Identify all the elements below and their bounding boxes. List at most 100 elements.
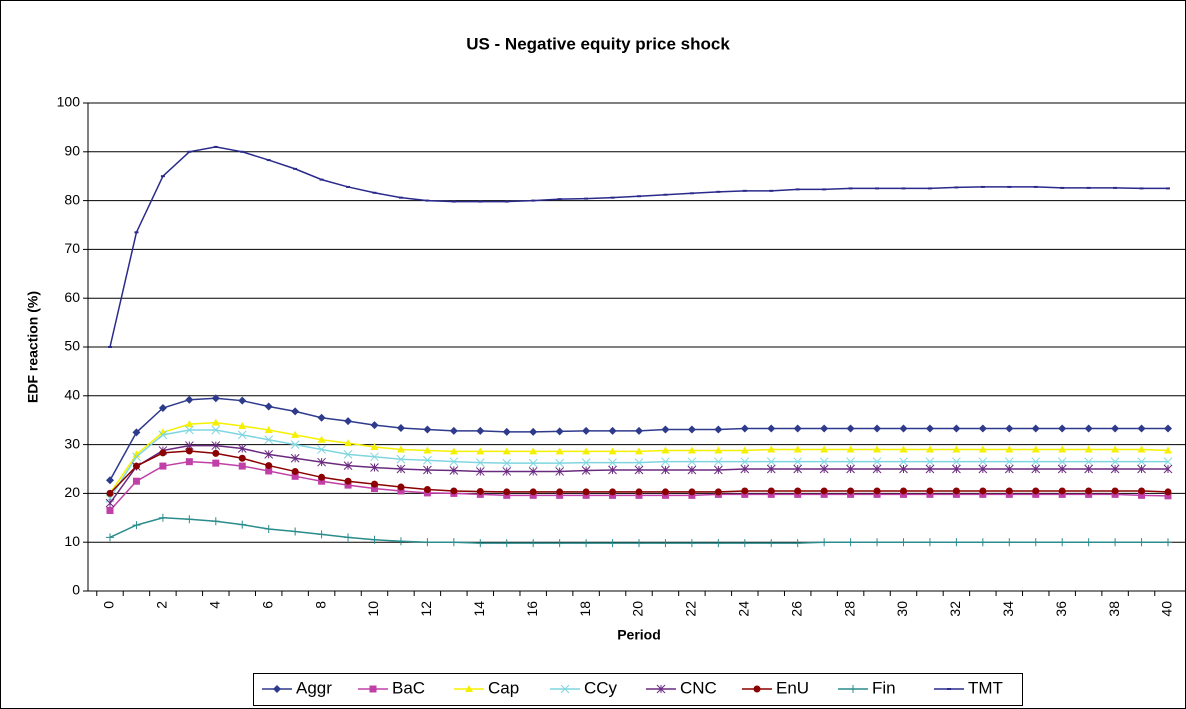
marker <box>978 445 987 453</box>
marker <box>317 435 326 443</box>
x-tick-label: 30 <box>894 601 910 617</box>
marker <box>873 538 882 547</box>
marker <box>1164 538 1172 547</box>
marker <box>688 488 696 496</box>
marker <box>317 445 326 454</box>
marker <box>397 483 405 491</box>
marker <box>656 684 666 694</box>
x-tick-label: 8 <box>312 601 328 609</box>
x-tick-label: 40 <box>1159 601 1175 617</box>
marker <box>1085 487 1093 495</box>
marker <box>793 445 802 453</box>
marker <box>952 445 961 453</box>
marker <box>978 464 988 474</box>
marker <box>1164 446 1172 454</box>
marker <box>449 466 459 475</box>
x-tick-label: 0 <box>101 601 117 609</box>
marker <box>264 450 274 459</box>
legend-label: Aggr <box>296 678 332 697</box>
marker <box>1164 424 1172 433</box>
marker <box>1164 488 1172 496</box>
marker <box>581 466 591 475</box>
marker <box>344 481 352 489</box>
marker <box>1031 424 1040 433</box>
marker <box>687 539 696 548</box>
marker <box>237 444 247 453</box>
marker <box>291 527 300 536</box>
marker <box>661 488 669 496</box>
marker <box>635 488 643 496</box>
marker <box>238 520 247 529</box>
marker <box>873 487 881 495</box>
marker <box>1137 538 1146 547</box>
marker <box>793 464 803 474</box>
marker <box>582 426 591 435</box>
marker <box>502 467 512 476</box>
marker <box>555 427 564 436</box>
marker <box>396 454 406 464</box>
marker <box>106 506 114 514</box>
marker <box>899 464 908 474</box>
x-tick-label: 6 <box>259 601 275 609</box>
x-tick-label: 10 <box>365 601 381 617</box>
marker <box>158 404 167 412</box>
marker <box>317 530 326 539</box>
x-tick-label: 34 <box>1000 601 1016 617</box>
marker <box>608 447 617 455</box>
marker <box>502 447 511 455</box>
marker <box>1058 538 1067 547</box>
marker <box>794 487 802 495</box>
marker <box>925 464 935 474</box>
marker <box>211 425 221 435</box>
marker <box>952 457 961 467</box>
y-tick-label: 40 <box>64 387 80 403</box>
marker <box>661 457 670 467</box>
marker <box>849 685 857 693</box>
marker <box>158 513 167 522</box>
marker <box>1084 538 1093 547</box>
x-tick-label: 22 <box>683 601 699 617</box>
marker <box>371 485 378 493</box>
marker <box>1111 445 1120 453</box>
marker <box>1138 491 1146 499</box>
marker <box>475 458 485 468</box>
marker <box>1084 457 1094 467</box>
marker <box>529 447 538 455</box>
marker <box>476 539 485 548</box>
legend-label: CCy <box>584 678 618 697</box>
marker <box>555 467 565 476</box>
marker <box>159 449 167 457</box>
chart-title: US - Negative equity price shock <box>466 34 730 53</box>
marker <box>1111 487 1119 495</box>
marker <box>318 473 326 481</box>
marker <box>847 487 855 495</box>
marker <box>661 465 670 475</box>
marker <box>846 457 855 467</box>
marker <box>106 489 114 497</box>
marker <box>846 464 855 474</box>
marker <box>1005 445 1014 453</box>
marker <box>925 457 935 467</box>
marker <box>529 488 537 496</box>
marker <box>687 465 697 475</box>
marker <box>793 424 802 433</box>
marker <box>1058 445 1067 453</box>
legend-label: Cap <box>488 678 519 697</box>
marker <box>449 457 459 467</box>
marker <box>1031 464 1041 474</box>
marker <box>211 418 220 426</box>
marker <box>211 517 220 526</box>
marker <box>1031 457 1041 467</box>
marker <box>212 459 220 467</box>
marker <box>1084 445 1093 453</box>
marker <box>1057 457 1067 467</box>
marker <box>766 464 776 474</box>
marker <box>634 458 644 468</box>
marker <box>767 487 775 495</box>
marker <box>290 440 300 449</box>
marker <box>211 441 221 450</box>
marker <box>560 684 570 694</box>
marker <box>264 402 273 411</box>
marker <box>185 458 193 466</box>
